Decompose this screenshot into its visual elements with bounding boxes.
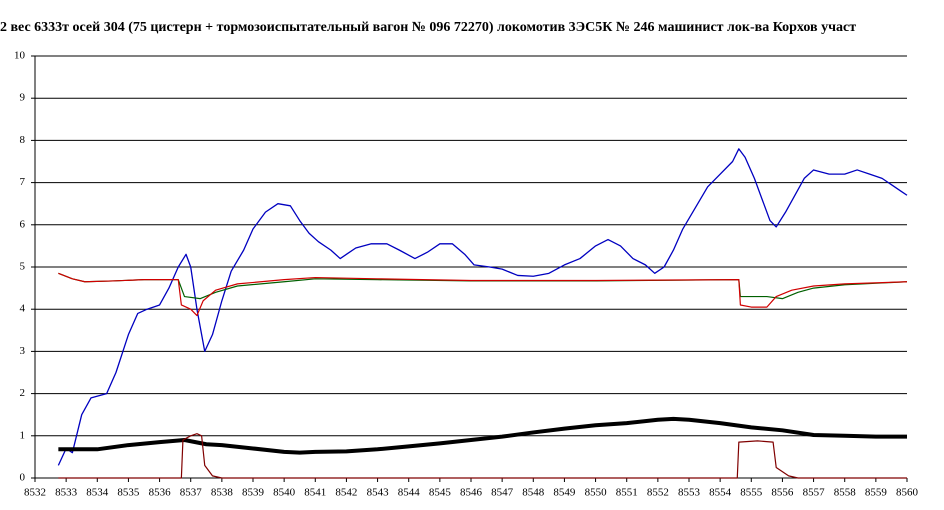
x-tick-label: 8547 xyxy=(491,487,514,499)
x-tick-label: 8544 xyxy=(398,487,421,499)
x-tick-label: 8537 xyxy=(180,487,203,499)
x-tick-label: 8545 xyxy=(429,487,452,499)
y-tick-label: 10 xyxy=(14,50,26,62)
x-tick-label: 8538 xyxy=(211,487,234,499)
x-tick-label: 8532 xyxy=(24,487,46,499)
x-tick-label: 8546 xyxy=(460,487,483,499)
x-tick-label: 8550 xyxy=(585,487,608,499)
x-tick-label: 8552 xyxy=(647,487,669,499)
x-tick-label: 8554 xyxy=(709,487,732,499)
y-tick-label: 6 xyxy=(20,218,26,230)
y-tick-label: 2 xyxy=(20,387,26,399)
x-tick-label: 8560 xyxy=(896,487,919,499)
x-tick-label: 8533 xyxy=(55,487,78,499)
x-tick-label: 8555 xyxy=(740,487,763,499)
chart-title: 2 вес 6333т осей 304 (75 цистерн + тормо… xyxy=(0,20,856,35)
x-tick-label: 8543 xyxy=(367,487,390,499)
series-line xyxy=(58,433,907,479)
x-tick-label: 8540 xyxy=(273,487,296,499)
x-tick-label: 8548 xyxy=(522,487,545,499)
series-line xyxy=(58,272,908,317)
y-tick-label: 9 xyxy=(20,92,26,104)
series-line xyxy=(58,416,907,455)
y-tick-label: 7 xyxy=(20,176,26,188)
x-tick-label: 8534 xyxy=(86,487,109,499)
x-tick-label: 8541 xyxy=(304,487,326,499)
y-tick-label: 3 xyxy=(20,345,26,357)
x-tick-label: 8558 xyxy=(834,487,857,499)
x-tick-label: 8535 xyxy=(117,487,140,499)
y-tick-label: 1 xyxy=(20,429,26,441)
x-tick-label: 8559 xyxy=(865,487,888,499)
x-tick-label: 8536 xyxy=(149,487,172,499)
y-tick-label: 4 xyxy=(20,303,26,315)
x-tick-label: 8539 xyxy=(242,487,265,499)
y-tick-label: 5 xyxy=(20,261,26,273)
series-line xyxy=(57,148,908,466)
y-tick-label: 0 xyxy=(20,472,26,484)
x-tick-label: 8551 xyxy=(616,487,638,499)
x-tick-label: 8556 xyxy=(771,487,794,499)
y-tick-label: 8 xyxy=(20,134,26,146)
x-tick-label: 8549 xyxy=(553,487,576,499)
x-tick-label: 8557 xyxy=(803,487,826,499)
x-tick-label: 8553 xyxy=(678,487,701,499)
x-tick-label: 8542 xyxy=(335,487,357,499)
